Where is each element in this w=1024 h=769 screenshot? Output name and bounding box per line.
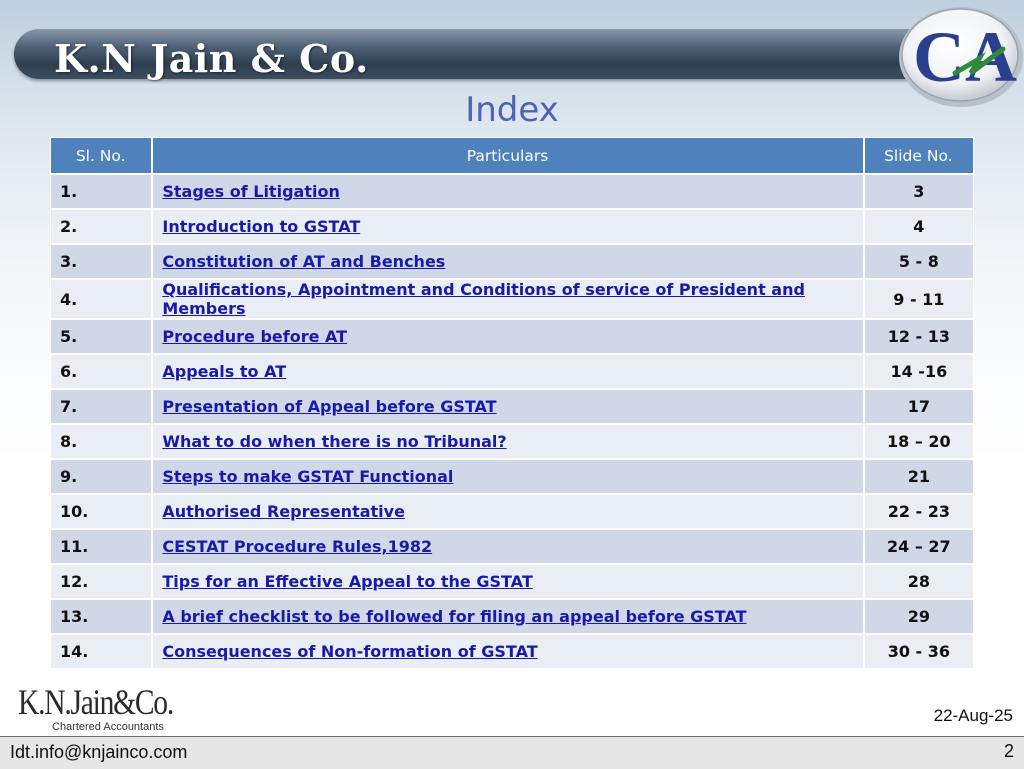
row-particular: What to do when there is no Tribunal? bbox=[152, 424, 864, 459]
row-sl-no: 8. bbox=[50, 424, 153, 459]
row-particular: Appeals to AT bbox=[152, 354, 864, 389]
particular-link[interactable]: Tips for an Effective Appeal to the GSTA… bbox=[162, 572, 533, 591]
row-sl-no: 13. bbox=[50, 599, 153, 634]
column-header-particulars: Particulars bbox=[152, 137, 864, 174]
row-slide-no: 4 bbox=[863, 209, 974, 244]
table-row: 7. Presentation of Appeal before GSTAT 17 bbox=[50, 389, 974, 424]
table-row: 3. Constitution of AT and Benches 5 - 8 bbox=[50, 244, 974, 279]
particular-link[interactable]: Presentation of Appeal before GSTAT bbox=[162, 397, 497, 416]
row-particular: Consequences of Non-formation of GSTAT bbox=[152, 634, 864, 669]
footer-firm-logo: K.N.Jain&Co. Chartered Accountants bbox=[18, 684, 198, 736]
table-row: 10. Authorised Representative 22 - 23 bbox=[50, 494, 974, 529]
row-slide-no: 17 bbox=[863, 389, 974, 424]
row-slide-no: 22 - 23 bbox=[863, 494, 974, 529]
table-row: 4. Qualifications, Appointment and Condit… bbox=[50, 279, 974, 319]
particular-link[interactable]: Procedure before AT bbox=[162, 327, 348, 346]
row-slide-no: 3 bbox=[863, 174, 974, 209]
row-particular: Qualifications, Appointment and Conditio… bbox=[152, 279, 864, 319]
footer-logo-subtitle: Chartered Accountants bbox=[52, 721, 164, 733]
slide-number: 2 bbox=[1003, 741, 1014, 761]
row-slide-no: 29 bbox=[863, 599, 974, 634]
row-sl-no: 10. bbox=[50, 494, 153, 529]
row-sl-no: 9. bbox=[50, 459, 153, 494]
particular-link[interactable]: Stages of Litigation bbox=[162, 182, 340, 201]
table-row: 9. Steps to make GSTAT Functional 21 bbox=[50, 459, 974, 494]
table-header-row: Sl. No. Particulars Slide No. bbox=[50, 137, 974, 174]
particular-link[interactable]: Steps to make GSTAT Functional bbox=[162, 467, 454, 486]
row-particular: Authorised Representative bbox=[152, 494, 864, 529]
particular-link[interactable]: CESTAT Procedure Rules,1982 bbox=[162, 537, 433, 556]
particular-link[interactable]: Qualifications, Appointment and Conditio… bbox=[162, 280, 805, 318]
row-sl-no: 4. bbox=[50, 279, 153, 319]
footer-bar bbox=[0, 736, 1024, 769]
row-slide-no: 12 - 13 bbox=[863, 319, 974, 354]
row-slide-no: 21 bbox=[863, 459, 974, 494]
table-row: 14. Consequences of Non-formation of GSTA… bbox=[50, 634, 974, 669]
row-sl-no: 2. bbox=[50, 209, 153, 244]
table-row: 11. CESTAT Procedure Rules,1982 24 – 27 bbox=[50, 529, 974, 564]
header-banner bbox=[14, 29, 944, 79]
firm-name-heading: K.N Jain & Co. bbox=[54, 36, 369, 81]
page-title: Index bbox=[465, 90, 559, 130]
row-particular: Steps to make GSTAT Functional bbox=[152, 459, 864, 494]
row-slide-no: 18 – 20 bbox=[863, 424, 974, 459]
ca-logo-text: CA bbox=[913, 17, 1017, 97]
ca-logo-icon: CA bbox=[899, 7, 1023, 107]
column-header-slide-no: Slide No. bbox=[863, 137, 974, 174]
row-particular: Procedure before AT bbox=[152, 319, 864, 354]
particular-link[interactable]: Constitution of AT and Benches bbox=[162, 252, 446, 271]
particular-link[interactable]: Consequences of Non-formation of GSTAT bbox=[162, 642, 538, 661]
table-row: 13. A brief checklist to be followed for … bbox=[50, 599, 974, 634]
particular-link[interactable]: A brief checklist to be followed for fil… bbox=[162, 607, 747, 626]
row-particular: Presentation of Appeal before GSTAT bbox=[152, 389, 864, 424]
row-slide-no: 14 -16 bbox=[863, 354, 974, 389]
row-slide-no: 30 - 36 bbox=[863, 634, 974, 669]
column-header-sl-no: Sl. No. bbox=[50, 137, 153, 174]
row-sl-no: 6. bbox=[50, 354, 153, 389]
table-row: 2. Introduction to GSTAT 4 bbox=[50, 209, 974, 244]
row-sl-no: 1. bbox=[50, 174, 153, 209]
row-particular: Introduction to GSTAT bbox=[152, 209, 864, 244]
row-particular: CESTAT Procedure Rules,1982 bbox=[152, 529, 864, 564]
index-table: Sl. No. Particulars Slide No. 1. Stages o… bbox=[50, 137, 974, 669]
particular-link[interactable]: What to do when there is no Tribunal? bbox=[162, 432, 507, 451]
table-row: 6. Appeals to AT 14 -16 bbox=[50, 354, 974, 389]
footer-logo-brand: K.N.Jain&Co. bbox=[18, 682, 174, 722]
row-slide-no: 5 - 8 bbox=[863, 244, 974, 279]
row-particular: Constitution of AT and Benches bbox=[152, 244, 864, 279]
particular-link[interactable]: Appeals to AT bbox=[162, 362, 287, 381]
row-sl-no: 5. bbox=[50, 319, 153, 354]
row-slide-no: 28 bbox=[863, 564, 974, 599]
row-particular: Stages of Litigation bbox=[152, 174, 864, 209]
row-sl-no: 7. bbox=[50, 389, 153, 424]
row-sl-no: 12. bbox=[50, 564, 153, 599]
row-sl-no: 14. bbox=[50, 634, 153, 669]
table-row: 12. Tips for an Effective Appeal to the G… bbox=[50, 564, 974, 599]
row-particular: A brief checklist to be followed for fil… bbox=[152, 599, 864, 634]
row-sl-no: 11. bbox=[50, 529, 153, 564]
presentation-date: 22-Aug-25 bbox=[933, 706, 1013, 725]
particular-link[interactable]: Authorised Representative bbox=[162, 502, 405, 521]
table-row: 8. What to do when there is no Tribunal? 1… bbox=[50, 424, 974, 459]
row-particular: Tips for an Effective Appeal to the GSTA… bbox=[152, 564, 864, 599]
row-sl-no: 3. bbox=[50, 244, 153, 279]
contact-email: Idt.info@knjainco.com bbox=[10, 742, 188, 762]
table-row: 5. Procedure before AT 12 - 13 bbox=[50, 319, 974, 354]
table-row: 1. Stages of Litigation 3 bbox=[50, 174, 974, 209]
row-slide-no: 24 – 27 bbox=[863, 529, 974, 564]
row-slide-no: 9 - 11 bbox=[863, 279, 974, 319]
particular-link[interactable]: Introduction to GSTAT bbox=[162, 217, 361, 236]
